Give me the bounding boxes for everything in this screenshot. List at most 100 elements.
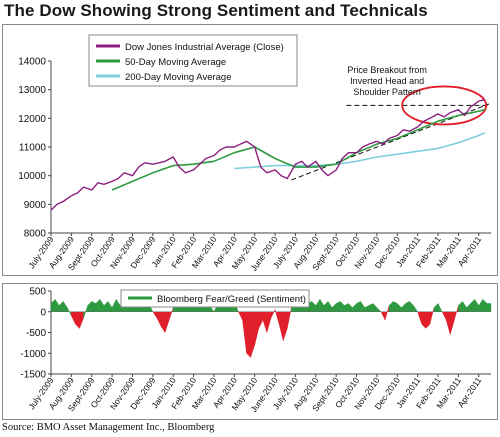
sentiment-chart: -1500-1000-5000500July-2009Aug-2009Sept-… [20, 287, 492, 414]
y-tick-label: -1500 [20, 370, 46, 381]
source-note: Source: BMO Asset Management Inc., Bloom… [2, 422, 215, 433]
sentiment-area-segment [401, 302, 406, 312]
sentiment-area-segment [242, 311, 247, 354]
sentiment-area-segment [95, 298, 101, 312]
sentiment-area-segment [486, 303, 492, 312]
series-200-day-moving-average [234, 131, 486, 170]
y-tick-label: 500 [29, 287, 46, 298]
y-tick-label: 9000 [24, 200, 47, 211]
sentiment-area-segment [71, 311, 76, 325]
sentiment-area-segment [266, 311, 272, 333]
sentiment-area-segment [258, 311, 264, 329]
sentiment-area-segment [405, 301, 410, 312]
sentiment-area-segment [79, 311, 84, 329]
sentiment-area-segment [54, 298, 60, 312]
sentiment-area-segment [454, 305, 459, 321]
breakout-circle [401, 85, 488, 126]
sentiment-area-segment [262, 311, 268, 333]
sentiment-chart-panel: -1500 -1000 -500 0 500 July-2009 Aug-2009 Sept-… [2, 283, 498, 420]
sentiment-area-segment [445, 311, 451, 335]
y-tick-label: -1000 [20, 349, 46, 360]
legend-label-ma200: 200-Day Moving Average [125, 72, 232, 83]
sentiment-area-segment [340, 300, 345, 312]
y-tick-label: 14000 [18, 57, 46, 68]
y-tick-label: 10000 [18, 171, 46, 182]
sentiment-area-segment [482, 298, 488, 312]
sentiment-area-segment [238, 311, 243, 321]
sentiment-area-segment [413, 304, 419, 312]
sentiment-area-segment [384, 305, 390, 321]
sentiment-area-segment [331, 302, 337, 312]
sentiment-area-segment [254, 311, 259, 345]
sentiment-area-segment [360, 300, 365, 312]
sentiment-area-segment [91, 301, 97, 312]
sentiment-area-segment [283, 311, 288, 341]
sentiment-area-segment [319, 298, 325, 312]
y-tick-label: 0 [40, 307, 46, 318]
legend-label-ma50: 50-Day Moving Average [125, 57, 226, 68]
y-tick-label: 13000 [18, 85, 46, 96]
legend-label-sentiment: Bloomberg Fear/Greed (Sentiment) [157, 294, 306, 305]
sentiment-area-segment [388, 300, 394, 312]
sentiment-area-segment [364, 305, 369, 312]
sentiment-area-segment [344, 303, 349, 312]
sentiment-area-segment [335, 301, 341, 312]
sentiment-area-segment [99, 298, 105, 312]
sentiment-area-segment [450, 311, 455, 335]
sentiment-area-segment [311, 300, 317, 312]
sentiment-area-segment [352, 302, 357, 312]
sentiment-area-segment [50, 298, 56, 312]
sentiment-area-segment [103, 300, 109, 312]
sentiment-area-segment [462, 300, 467, 312]
sentiment-area-segment [466, 302, 471, 312]
sentiment-legend: Bloomberg Fear/Greed (Sentiment) [120, 289, 310, 308]
sentiment-area-segment [323, 300, 329, 312]
sentiment-area-segment [246, 311, 251, 358]
sentiment-area-segment [470, 298, 475, 312]
sentiment-area-segment [441, 311, 447, 321]
sentiment-area-segment [380, 311, 386, 321]
sentiment-area-segment [417, 311, 422, 325]
sentiment-area-segment [356, 301, 361, 312]
sentiment-area-segment [278, 311, 284, 341]
price-chart: 800090001000011000120001300014000July-20… [18, 34, 491, 273]
sentiment-area-segment [156, 311, 162, 327]
sentiment-area-segment [270, 309, 276, 319]
sentiment-area-segment [160, 311, 166, 334]
sentiment-area-segment [111, 299, 117, 312]
legend-label-djia: Dow Jones Industrial Average (Close) [125, 42, 284, 53]
y-tick-label: 8000 [24, 229, 47, 240]
sentiment-area-segment [63, 300, 68, 312]
series-dow-jones-industrial-average-close [50, 99, 486, 211]
sentiment-area-segment [409, 300, 414, 312]
sentiment-area-segment [458, 300, 463, 312]
price-chart-panel: 8000 9000 10000 11000 12000 13000 14000 July-20… [2, 24, 498, 276]
sentiment-area-segment [397, 302, 402, 312]
y-tick-label: 11000 [19, 143, 47, 154]
sentiment-area-segment [478, 298, 484, 312]
sentiment-area-segment [429, 307, 435, 325]
sentiment-area-segment [107, 300, 113, 312]
series-50-day-moving-average [111, 108, 486, 191]
sentiment-area-segment [58, 300, 64, 312]
sentiment-area-segment [372, 302, 378, 312]
sentiment-area-segment [376, 307, 382, 312]
sentiment-area-segment [348, 302, 353, 312]
sentiment-area-segment [168, 307, 174, 321]
chart-title: The Dow Showing Strong Sentiment and Tec… [4, 1, 428, 20]
price-legend: Dow Jones Industrial Average (Close) 50-… [88, 34, 298, 87]
sentiment-area-segment [250, 311, 255, 358]
sentiment-area-segment [75, 311, 80, 329]
sentiment-area-segment [368, 303, 374, 312]
sentiment-area-segment [433, 302, 439, 312]
sentiment-area-segment [87, 300, 92, 312]
y-tick-label: -500 [26, 328, 46, 339]
sentiment-area-segment [327, 300, 333, 312]
sentiment-area-segment [437, 303, 443, 312]
sentiment-area-segment [115, 298, 121, 312]
y-tick-label: 12000 [18, 114, 46, 125]
sentiment-area-segment [425, 311, 431, 329]
sentiment-area-segment [421, 311, 427, 329]
sentiment-area-segment [393, 301, 398, 312]
annotation-text: Price Breakout from Inverted Head and Shou… [347, 65, 427, 97]
